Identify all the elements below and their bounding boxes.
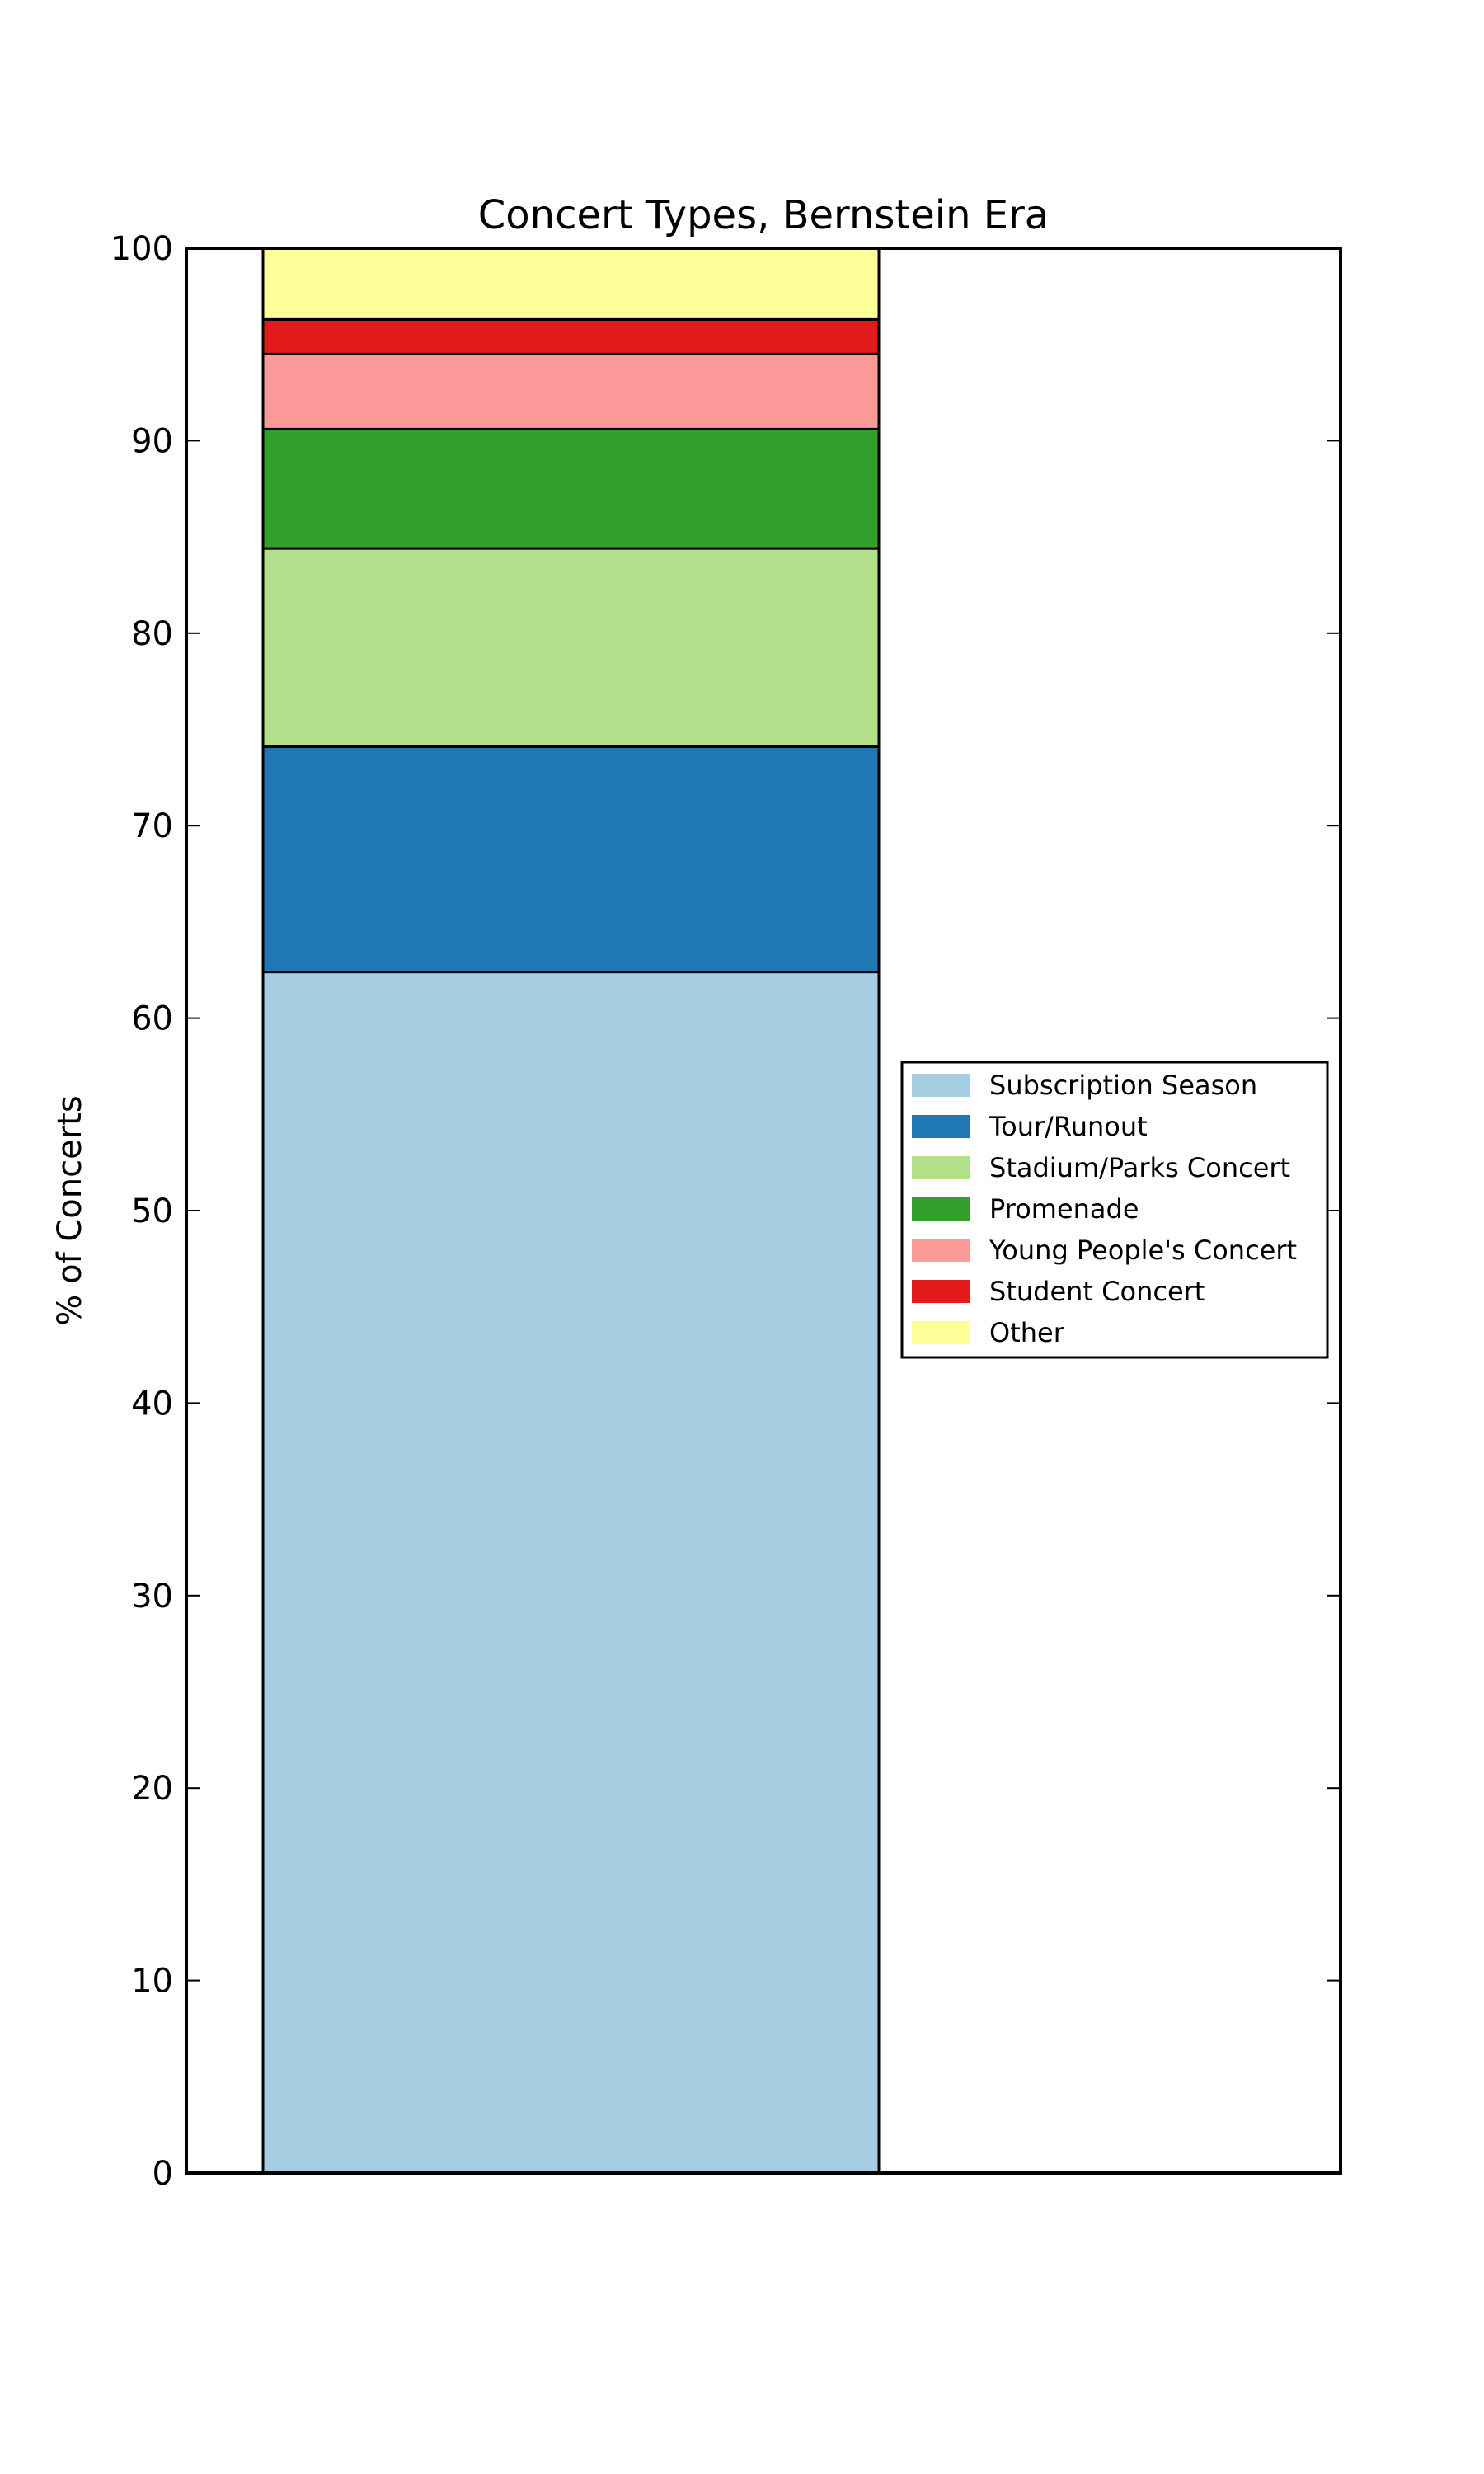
y-tick-label: 60 bbox=[131, 1000, 173, 1038]
bar-segment-tour-runout bbox=[261, 745, 881, 974]
bar-segment-young-people-s-concert bbox=[261, 352, 881, 430]
y-tick-label: 20 bbox=[131, 1770, 173, 1808]
y-tick-label: 30 bbox=[131, 1578, 173, 1616]
legend-swatch bbox=[912, 1115, 970, 1138]
legend-label: Other bbox=[989, 1317, 1065, 1348]
legend-label: Promenade bbox=[989, 1193, 1139, 1225]
legend-swatch bbox=[912, 1156, 970, 1179]
bar-segment-subscription-season bbox=[261, 971, 881, 2175]
legend-swatch bbox=[912, 1239, 970, 1262]
legend-label: Young People's Concert bbox=[989, 1235, 1297, 1266]
y-tick-label: 10 bbox=[131, 1963, 173, 2001]
bar-segment-student-concert bbox=[261, 317, 881, 355]
y-tick-label: 70 bbox=[131, 807, 173, 845]
legend-frame bbox=[900, 1061, 1329, 1359]
legend-label: Subscription Season bbox=[989, 1070, 1257, 1101]
legend-label: Tour/Runout bbox=[989, 1111, 1148, 1142]
legend-swatch bbox=[912, 1074, 970, 1097]
chart-title: Concert Types, Bernstein Era bbox=[478, 192, 1049, 238]
legend-label: Stadium/Parks Concert bbox=[989, 1152, 1290, 1183]
legend-swatch bbox=[912, 1197, 970, 1221]
bar-segment-other bbox=[261, 247, 881, 321]
y-tick-label: 90 bbox=[131, 422, 173, 460]
bars-layer bbox=[261, 247, 881, 2175]
bar-segment-promenade bbox=[261, 427, 881, 550]
y-tick-label: 40 bbox=[131, 1385, 173, 1423]
y-tick-label: 100 bbox=[110, 230, 173, 268]
y-axis-label: % of Concerts bbox=[51, 1095, 89, 1325]
bar-segment-stadium-parks-concert bbox=[261, 547, 881, 749]
y-tick-label: 0 bbox=[153, 2155, 173, 2193]
y-tick-label: 50 bbox=[131, 1192, 173, 1230]
y-tick-label: 80 bbox=[131, 615, 173, 653]
legend: Subscription Season Tour/Runout Stadium/Pa… bbox=[900, 1061, 1329, 1359]
plot-frame bbox=[185, 247, 1342, 2175]
legend-swatch bbox=[912, 1280, 970, 1303]
legend-swatch bbox=[912, 1321, 970, 1344]
legend-label: Student Concert bbox=[989, 1276, 1205, 1307]
y-axis: 0 10 20 30 40 50 60 70 80 90 100 bbox=[110, 230, 1341, 2193]
